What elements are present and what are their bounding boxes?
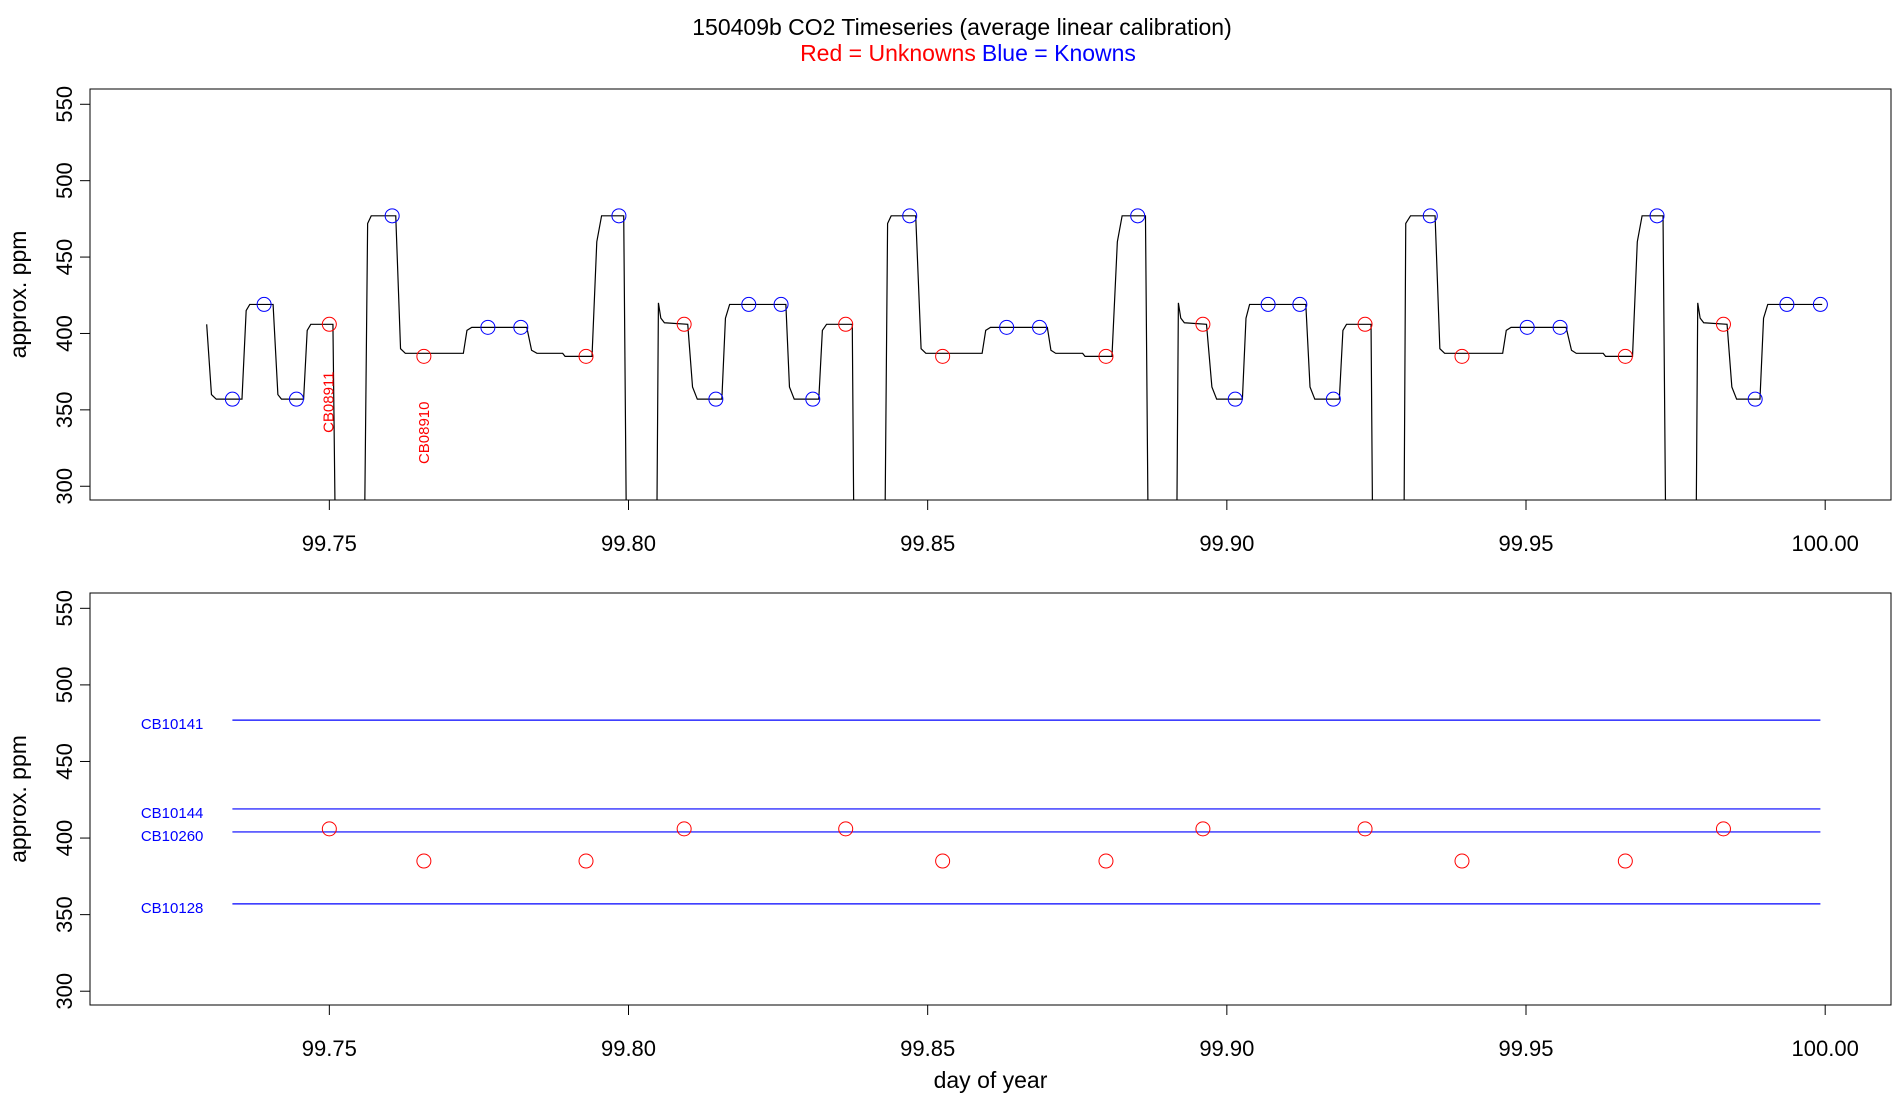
x-tick-label: 99.95 [1498,531,1553,556]
x-tick-label: 99.75 [302,531,357,556]
data-point [416,348,432,364]
data-point [1098,853,1114,869]
data-point [1260,296,1276,312]
data-point [1715,821,1731,837]
data-point [611,208,627,224]
data-point [676,316,692,332]
y-tick-label: 350 [52,391,77,428]
series-label: CB10128 [141,900,204,917]
y-tick-label: 450 [52,743,77,780]
y-tick-label: 400 [52,315,77,352]
x-tick-label: 99.90 [1199,531,1254,556]
y-tick-label: 500 [52,162,77,199]
series-label: CB10141 [141,716,204,733]
data-point [513,319,529,335]
data-point [1357,316,1373,332]
data-point [1715,316,1731,332]
y-tick-label: 450 [52,239,77,276]
data-point [224,391,240,407]
subtitle: Blue = Knowns [982,40,1136,66]
y-tick-label: 350 [52,896,77,933]
data-point [1747,391,1763,407]
data-point [1649,208,1665,224]
data-point [321,821,337,837]
data-point [1195,821,1211,837]
plot-frame [89,592,1892,1006]
data-point [1779,296,1795,312]
data-point [1617,853,1633,869]
x-tick-label: 99.85 [900,1036,955,1061]
data-point [838,821,854,837]
data-point [321,316,337,332]
data-point [676,821,692,837]
annotation: CB08910 [416,401,433,464]
y-axis-label: approx. ppm [5,735,31,863]
x-tick-label: 99.90 [1199,1036,1254,1061]
data-point [1292,296,1308,312]
data-point [1552,319,1568,335]
data-point [1098,348,1114,364]
data-point [1812,296,1828,312]
x-tick-label: 100.00 [1792,531,1859,556]
data-point [1422,208,1438,224]
plot-frame [89,88,1892,501]
subtitle: Red = Unknowns [800,40,976,66]
data-point [902,208,918,224]
data-point [708,391,724,407]
data-point [1195,316,1211,332]
x-tick-label: 99.85 [900,531,955,556]
data-point [838,316,854,332]
data-point [578,348,594,364]
data-point [416,853,432,869]
data-point [935,853,951,869]
y-tick-label: 300 [52,468,77,505]
y-tick-label: 500 [52,667,77,704]
data-point [1227,391,1243,407]
data-point [578,853,594,869]
series-label: CB10260 [141,828,204,845]
data-point [1519,319,1535,335]
x-axis-label: day of year [934,1067,1048,1093]
y-tick-label: 550 [52,86,77,123]
y-axis-label: approx. ppm [5,231,31,359]
data-point [288,391,304,407]
y-tick-label: 300 [52,973,77,1010]
x-tick-label: 99.80 [601,531,656,556]
data-point [773,296,789,312]
plot-area [206,208,1828,500]
data-point [384,208,400,224]
data-point [1032,319,1048,335]
y-tick-label: 550 [52,590,77,627]
data-point [1454,853,1470,869]
x-tick-label: 99.80 [601,1036,656,1061]
y-tick-label: 400 [52,820,77,857]
data-point [1617,348,1633,364]
x-tick-label: 99.95 [1498,1036,1553,1061]
data-point [805,391,821,407]
data-point [480,319,496,335]
x-tick-label: 100.00 [1792,1036,1859,1061]
plot-area [232,719,1821,905]
data-point [1130,208,1146,224]
data-point [256,296,272,312]
chart-title: 150409b CO2 Timeseries (average linear c… [692,14,1232,40]
series-label: CB10144 [141,805,204,822]
series-line [206,215,1823,500]
data-point [741,296,757,312]
data-point [999,319,1015,335]
data-point [1357,821,1373,837]
annotation: CB08911 [320,371,337,432]
data-point [1325,391,1341,407]
data-point [1454,348,1470,364]
data-point [935,348,951,364]
x-tick-label: 99.75 [302,1036,357,1061]
